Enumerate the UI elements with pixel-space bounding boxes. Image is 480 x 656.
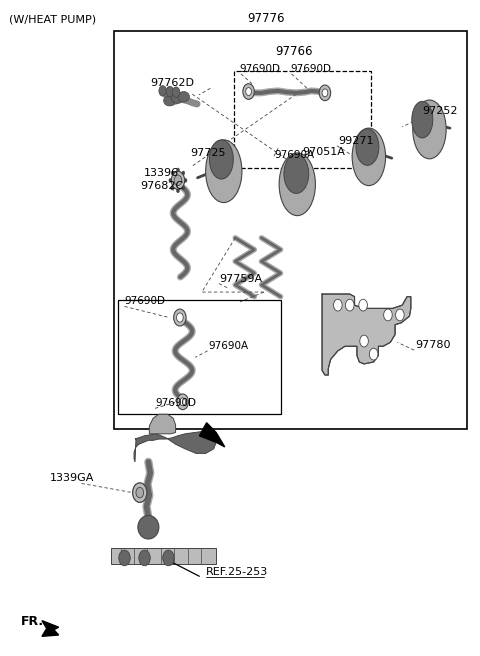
Circle shape <box>182 186 185 190</box>
Text: 97051A: 97051A <box>302 147 345 157</box>
Ellipse shape <box>352 128 385 186</box>
Text: 97690D: 97690D <box>155 398 196 408</box>
Ellipse shape <box>164 96 175 106</box>
Text: 97682C: 97682C <box>140 181 183 191</box>
Ellipse shape <box>171 93 183 103</box>
Bar <box>114 31 467 429</box>
Circle shape <box>322 89 328 96</box>
Text: 97766: 97766 <box>276 45 313 58</box>
Circle shape <box>159 86 167 96</box>
Circle shape <box>177 394 189 409</box>
Circle shape <box>243 84 254 99</box>
Circle shape <box>177 168 180 172</box>
Circle shape <box>132 483 147 502</box>
Polygon shape <box>149 414 176 434</box>
Text: 97690D: 97690D <box>240 64 280 74</box>
Circle shape <box>346 299 354 311</box>
Bar <box>111 548 216 564</box>
Circle shape <box>319 85 331 100</box>
Polygon shape <box>134 431 216 462</box>
Text: 13396: 13396 <box>144 168 179 178</box>
Text: 97780: 97780 <box>416 340 451 350</box>
Bar <box>118 300 281 414</box>
Circle shape <box>180 398 186 405</box>
Polygon shape <box>199 422 225 447</box>
Circle shape <box>172 87 180 97</box>
Text: 97759A: 97759A <box>219 274 262 283</box>
Ellipse shape <box>279 153 315 216</box>
Ellipse shape <box>209 140 233 179</box>
Circle shape <box>177 189 180 193</box>
Circle shape <box>396 309 404 321</box>
Ellipse shape <box>412 101 433 138</box>
Circle shape <box>136 487 144 498</box>
Circle shape <box>182 171 185 175</box>
Ellipse shape <box>139 550 150 565</box>
Ellipse shape <box>163 550 174 565</box>
Text: 97762D: 97762D <box>150 78 194 89</box>
Circle shape <box>169 178 172 182</box>
Text: 97725: 97725 <box>191 148 226 157</box>
Text: 97690D: 97690D <box>290 64 332 74</box>
Circle shape <box>171 171 174 175</box>
Text: 97690D: 97690D <box>124 297 165 306</box>
Text: 97690A: 97690A <box>274 150 314 160</box>
Circle shape <box>184 178 187 182</box>
Text: 1339GA: 1339GA <box>50 473 95 483</box>
Bar <box>234 72 371 168</box>
Circle shape <box>177 313 183 322</box>
Circle shape <box>174 175 182 186</box>
Text: FR.: FR. <box>21 615 44 628</box>
Circle shape <box>360 335 368 347</box>
Ellipse shape <box>119 550 130 565</box>
Ellipse shape <box>284 154 309 194</box>
Circle shape <box>246 88 252 96</box>
Circle shape <box>369 348 378 360</box>
Circle shape <box>171 186 174 190</box>
Ellipse shape <box>178 92 190 102</box>
Text: 99271: 99271 <box>338 136 374 146</box>
Text: REF.25-253: REF.25-253 <box>205 567 268 577</box>
Circle shape <box>171 171 185 190</box>
Polygon shape <box>322 294 411 375</box>
Ellipse shape <box>205 140 242 203</box>
Circle shape <box>166 87 174 96</box>
Text: 97776: 97776 <box>248 12 285 25</box>
Text: 97252: 97252 <box>422 106 458 116</box>
Circle shape <box>334 299 342 311</box>
Ellipse shape <box>356 129 379 165</box>
Ellipse shape <box>413 100 446 159</box>
Text: 97690A: 97690A <box>208 341 249 351</box>
Text: (W/HEAT PUMP): (W/HEAT PUMP) <box>9 14 96 24</box>
Circle shape <box>359 299 367 311</box>
Ellipse shape <box>138 516 159 539</box>
Circle shape <box>174 309 186 326</box>
Polygon shape <box>42 621 59 636</box>
Circle shape <box>384 309 392 321</box>
